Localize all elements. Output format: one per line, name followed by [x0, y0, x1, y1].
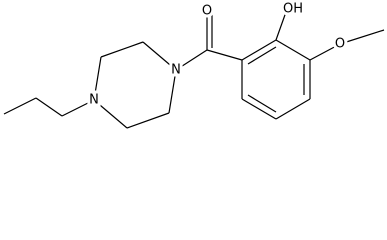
bond	[339, 29, 385, 45]
bond	[247, 46, 277, 65]
bond	[126, 112, 170, 129]
bond	[206, 49, 243, 61]
bonds	[3, 11, 385, 129]
bond	[100, 41, 144, 58]
atom-label: O	[335, 37, 345, 52]
atom-label: N	[89, 93, 99, 108]
atom-label: O	[202, 4, 212, 19]
bond	[275, 39, 311, 61]
bond	[241, 39, 277, 61]
bond	[241, 98, 277, 120]
bond	[309, 43, 341, 61]
bond	[168, 69, 177, 114]
bond	[247, 94, 277, 113]
bond	[142, 41, 177, 71]
bond	[275, 11, 287, 41]
atom-label: OH	[283, 2, 303, 17]
bond	[175, 49, 208, 71]
bond	[35, 97, 63, 117]
bond	[3, 97, 37, 115]
bond	[93, 99, 128, 129]
bond	[61, 99, 95, 117]
bond	[275, 98, 311, 120]
bond	[93, 56, 102, 101]
molecule-diagram: O OH O N N	[3, 0, 385, 129]
atom-label: N	[171, 63, 181, 78]
